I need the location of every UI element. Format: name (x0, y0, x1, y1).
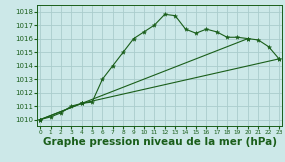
X-axis label: Graphe pression niveau de la mer (hPa): Graphe pression niveau de la mer (hPa) (42, 137, 277, 147)
